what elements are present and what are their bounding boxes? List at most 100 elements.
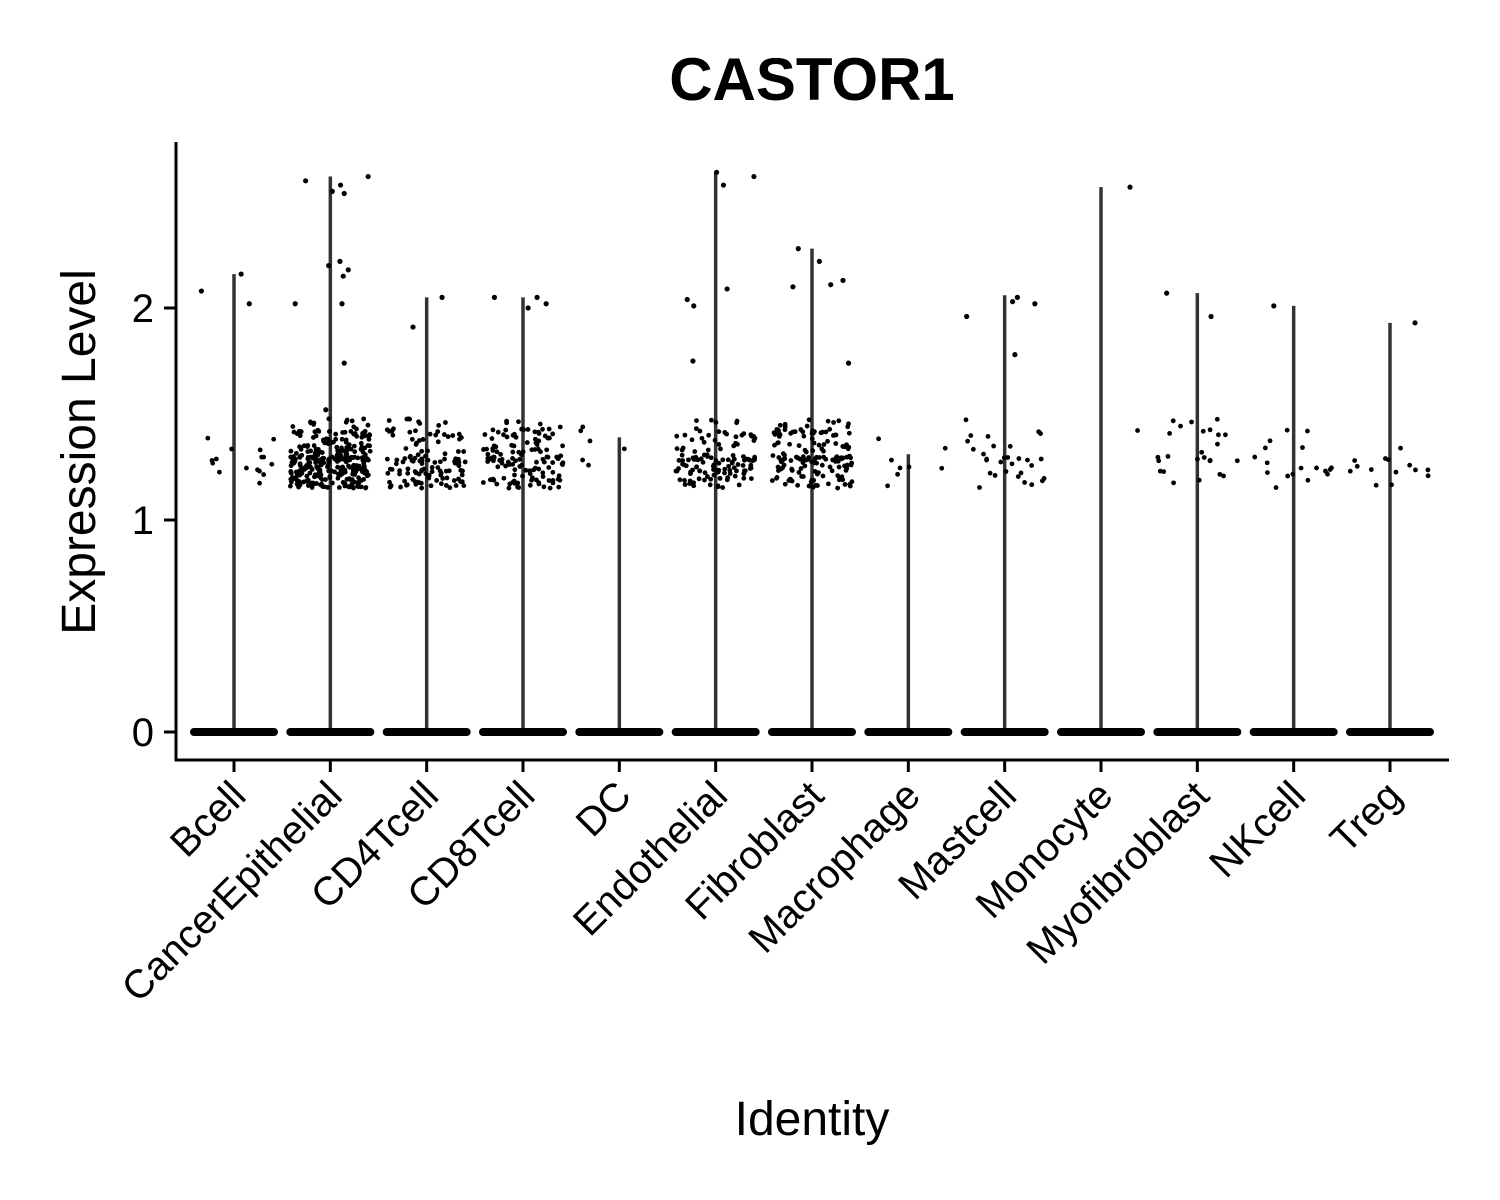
data-point	[257, 447, 263, 453]
outlier-point	[326, 263, 332, 269]
data-point	[1217, 471, 1223, 477]
data-point	[942, 445, 948, 451]
data-point	[323, 436, 329, 442]
data-point	[688, 471, 693, 477]
data-point	[906, 464, 912, 470]
data-point	[365, 422, 371, 428]
data-point	[1167, 430, 1172, 436]
outlier-point	[543, 301, 549, 307]
outlier-point	[337, 182, 344, 188]
data-point	[527, 471, 533, 477]
data-point	[384, 456, 390, 462]
data-point	[342, 483, 348, 489]
violin-group	[575, 424, 664, 736]
data-point	[340, 430, 346, 435]
data-point	[557, 424, 563, 430]
data-point	[319, 462, 325, 467]
data-point	[782, 421, 788, 427]
chart-title: CASTOR1	[669, 46, 955, 113]
data-point	[1009, 461, 1015, 467]
data-point	[847, 481, 853, 487]
data-point	[809, 459, 815, 465]
data-point	[313, 433, 319, 439]
data-point	[694, 464, 699, 470]
data-point	[299, 452, 305, 458]
data-point	[460, 468, 465, 474]
outlier-point	[1009, 299, 1016, 305]
data-point	[809, 436, 815, 442]
data-point	[804, 423, 810, 429]
x-tick-label: NKcell	[1201, 773, 1314, 886]
data-point	[512, 480, 517, 486]
data-point	[532, 436, 538, 442]
data-point	[507, 481, 513, 487]
data-point	[356, 484, 361, 490]
data-point	[1425, 473, 1431, 479]
data-point	[707, 482, 713, 488]
outlier-point	[340, 273, 346, 279]
data-point	[516, 419, 521, 425]
data-point	[495, 464, 501, 470]
data-point	[1018, 470, 1024, 476]
data-point	[290, 454, 296, 460]
data-point	[578, 428, 584, 434]
data-point	[1223, 432, 1228, 438]
data-point	[673, 468, 679, 474]
data-point	[555, 476, 561, 482]
data-point	[445, 434, 451, 440]
y-axis-title: Expression Level	[53, 269, 106, 635]
data-point	[1007, 443, 1013, 449]
data-point	[547, 485, 553, 491]
data-point	[541, 459, 547, 465]
data-point	[501, 475, 507, 481]
data-point	[364, 473, 370, 479]
data-point	[1327, 467, 1333, 472]
data-point	[485, 451, 491, 457]
data-point	[981, 451, 986, 457]
data-point	[291, 476, 297, 481]
data-point	[419, 485, 425, 491]
data-point	[334, 444, 340, 450]
data-point	[349, 418, 355, 424]
outlier-point	[684, 296, 690, 303]
data-point	[346, 442, 352, 448]
data-point	[776, 428, 781, 433]
data-point	[361, 476, 367, 482]
violin-group	[190, 271, 278, 736]
data-point	[722, 429, 728, 435]
data-point	[540, 474, 546, 479]
outlier-point	[1012, 352, 1018, 358]
outlier-point	[329, 188, 335, 194]
data-point	[404, 482, 409, 488]
outlier-point	[365, 173, 371, 180]
data-point	[459, 479, 465, 485]
data-point	[1001, 455, 1007, 461]
data-point	[716, 429, 722, 435]
outlier-point	[828, 282, 834, 288]
data-point	[366, 436, 372, 442]
data-point	[450, 433, 456, 438]
data-point	[843, 468, 849, 473]
data-point	[442, 451, 448, 457]
data-point	[830, 433, 836, 438]
data-point	[730, 452, 736, 458]
outlier-point	[323, 407, 329, 413]
data-point	[796, 443, 802, 449]
data-point	[730, 459, 735, 465]
outlier-point	[292, 301, 298, 307]
data-point	[1265, 470, 1270, 476]
data-point	[540, 470, 546, 476]
data-point	[587, 438, 593, 444]
data-point	[536, 466, 542, 472]
data-point	[533, 477, 539, 483]
data-point	[810, 448, 816, 454]
outlier-point	[720, 182, 727, 188]
outlier-point	[795, 246, 801, 252]
outlier-point	[439, 294, 445, 300]
data-point	[330, 439, 336, 445]
outlier-point	[491, 294, 498, 300]
data-point	[797, 456, 803, 462]
data-point	[527, 482, 533, 488]
data-point	[1290, 471, 1296, 477]
